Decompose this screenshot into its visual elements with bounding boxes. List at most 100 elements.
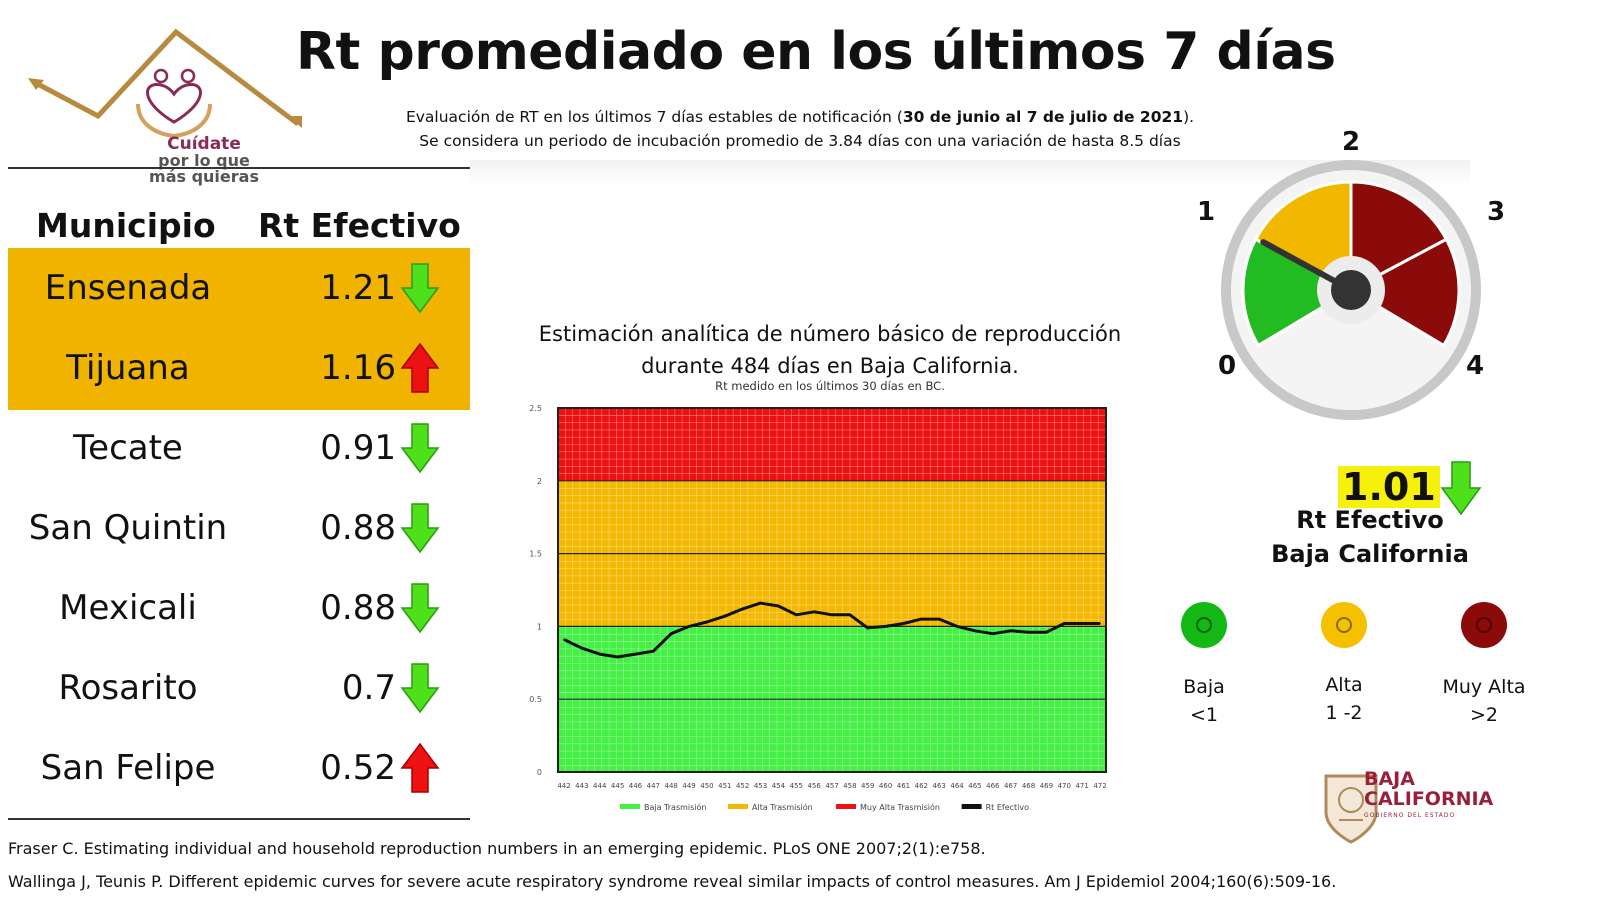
page-title: Rt promediado en los últimos 7 días <box>296 22 1336 82</box>
data-point <box>866 627 869 629</box>
subtitle-pre: Evaluación de RT en los últimos 7 días e… <box>405 108 903 126</box>
level-dot-muy-alta <box>1461 602 1507 648</box>
rt-gauge: 0 1 2 3 4 <box>1197 127 1505 420</box>
state-logo-line1: BAJA <box>1364 768 1415 790</box>
data-point <box>849 613 851 616</box>
level-range: >2 <box>1469 704 1498 726</box>
baja-california-logo: BAJA CALIFORNIA GOBIERNO DEL ESTADO <box>1320 768 1540 848</box>
arrow-up-icon <box>400 342 440 393</box>
x-tick-label: 445 <box>611 782 624 790</box>
x-tick-label: 442 <box>557 782 570 790</box>
x-tick-label: 446 <box>629 782 643 790</box>
data-point <box>741 608 744 610</box>
table-row: Ensenada 1.21 <box>8 248 470 330</box>
y-tick-label: 2.5 <box>529 404 542 413</box>
municipio-name: San Felipe <box>40 748 216 788</box>
reference-1: Fraser C. Estimating individual and hous… <box>8 839 986 858</box>
legend-swatch <box>961 804 982 809</box>
bc-label-state: Baja California <box>1271 540 1469 568</box>
x-tick-label: 461 <box>897 782 910 790</box>
x-tick-label: 447 <box>647 782 660 790</box>
data-point <box>1081 622 1083 625</box>
table-row: Mexicali 0.88 <box>8 568 470 650</box>
x-tick-label: 466 <box>986 782 1000 790</box>
x-tick-label: 449 <box>682 782 695 790</box>
data-point <box>1099 622 1101 625</box>
rt-value: 0.91 <box>320 428 396 468</box>
x-tick-label: 472 <box>1093 782 1106 790</box>
logo-line2: por lo que <box>158 151 250 170</box>
arrow-down-icon <box>400 423 440 474</box>
municipio-name: San Quintin <box>28 508 228 548</box>
gauge-label-1: 1 <box>1197 197 1215 227</box>
data-point <box>634 653 637 655</box>
x-tick-label: 448 <box>665 782 678 790</box>
gauge-label-0: 0 <box>1218 351 1236 381</box>
rt-value: 0.7 <box>341 668 396 708</box>
data-point <box>759 602 762 604</box>
state-shield-icon <box>1324 774 1378 844</box>
x-tick-label: 450 <box>700 782 713 790</box>
data-point <box>992 632 994 635</box>
bc-label-rt: Rt Efectivo <box>1296 506 1444 534</box>
reference-2: Wallinga J, Teunis P. Different epidemic… <box>8 872 1337 891</box>
data-point <box>813 611 815 613</box>
virus-icon <box>1196 617 1212 633</box>
x-tick-label: 470 <box>1058 782 1071 790</box>
data-point <box>920 618 923 620</box>
arrow-down-icon <box>400 263 440 314</box>
gauge-sector-yellow <box>1253 180 1353 293</box>
level-name: Baja <box>1183 676 1225 698</box>
municipio-name: Mexicali <box>59 588 197 628</box>
data-point <box>777 605 780 607</box>
subtitle-line2: Se considera un periodo de incubación pr… <box>419 132 1181 150</box>
data-point <box>1027 631 1030 634</box>
table-row: Tecate 0.91 <box>8 408 470 490</box>
x-tick-label: 462 <box>915 782 928 790</box>
legend-label: Muy Alta Trasmisión <box>860 802 940 812</box>
y-tick-label: 1 <box>537 622 542 631</box>
level-range: <1 <box>1189 704 1218 726</box>
table-row: San Felipe 0.52 <box>8 728 470 810</box>
level-dot-alta <box>1321 602 1367 648</box>
divider-top <box>8 167 470 169</box>
rt-value: 0.52 <box>320 748 396 788</box>
rt-value: 1.21 <box>320 268 396 308</box>
y-tick-label: 0 <box>537 768 542 777</box>
virus-icon <box>1476 617 1492 633</box>
gauge-sector-red-lower <box>1347 237 1461 348</box>
legend-label: Baja Trasmisión <box>644 802 707 812</box>
x-tick-label: 468 <box>1022 782 1035 790</box>
data-point <box>956 625 958 628</box>
rt-value: 0.88 <box>320 588 396 628</box>
x-tick-label: 454 <box>772 782 786 790</box>
gauge-hub <box>1331 270 1371 310</box>
data-point <box>1009 629 1012 632</box>
arrow-down-icon <box>1440 461 1482 516</box>
x-tick-label: 457 <box>825 782 838 790</box>
data-point <box>581 647 583 650</box>
legend-swatch <box>836 804 856 809</box>
house-heart-icon <box>28 28 302 139</box>
data-point <box>616 656 619 658</box>
y-tick-label: 2 <box>537 477 542 486</box>
virus-icon <box>1336 617 1352 633</box>
cuidate-logo: Cuídate por lo que más quieras <box>26 24 316 194</box>
data-point <box>1063 622 1066 625</box>
gauge-label-2: 2 <box>1342 127 1360 157</box>
legend-label: Alta Trasmisión <box>752 802 813 812</box>
municipio-name: Tijuana <box>66 348 190 388</box>
table-row: Tijuana 1.16 <box>8 328 470 410</box>
bc-rt-value: 1.01 <box>1338 466 1440 508</box>
rt-line-chart: Estimación analítica de número básico de… <box>529 322 1121 812</box>
x-tick-label: 453 <box>754 782 767 790</box>
municipio-name: Tecate <box>73 428 183 468</box>
data-point <box>670 632 672 635</box>
divider-bottom <box>8 818 470 820</box>
level-dot-baja <box>1181 602 1227 648</box>
data-point <box>598 653 601 655</box>
x-tick-label: 464 <box>950 782 964 790</box>
x-tick-label: 463 <box>933 782 946 790</box>
x-tick-label: 469 <box>1040 782 1053 790</box>
legend-label: Rt Efectivo <box>986 803 1030 812</box>
